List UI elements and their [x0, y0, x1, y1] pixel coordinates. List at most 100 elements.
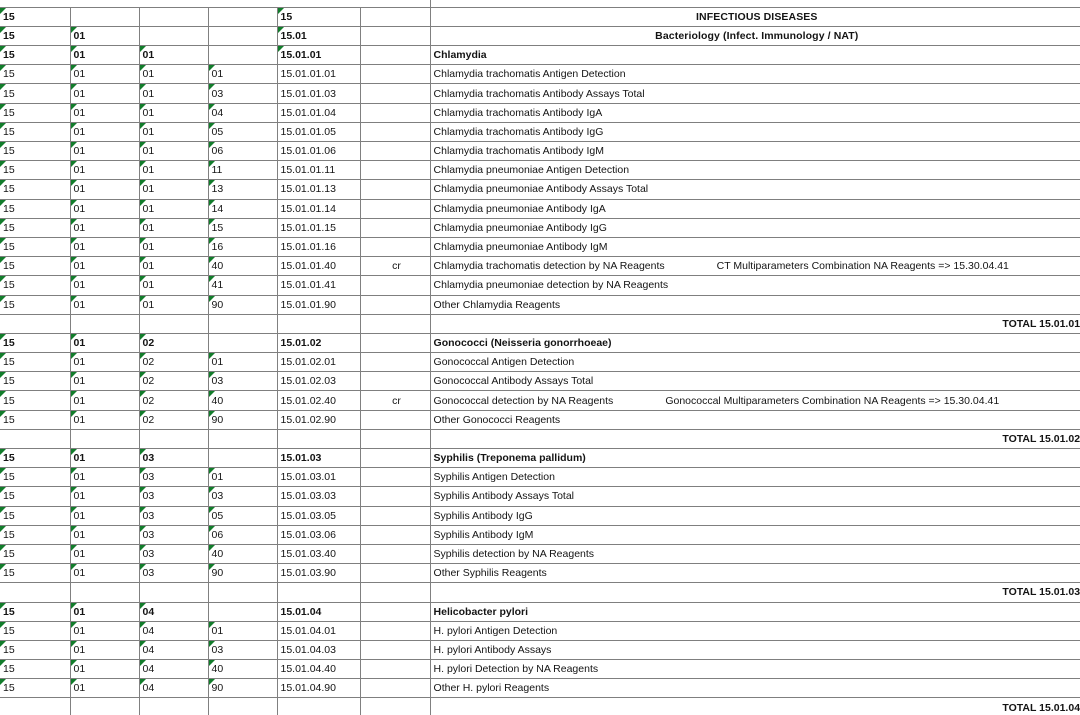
- cell-empty-3[interactable]: [139, 429, 209, 450]
- cell-full-code[interactable]: 15.01.02.90: [277, 410, 361, 430]
- cell-level3[interactable]: 02: [139, 333, 209, 354]
- cell-full-code[interactable]: 15.01.01.03: [277, 83, 361, 104]
- cell-level1[interactable]: 15: [0, 352, 71, 373]
- cell-level1[interactable]: 15: [0, 621, 71, 641]
- cell-level3[interactable]: [139, 7, 209, 27]
- cell-description[interactable]: Other H. pylori Reagents: [430, 678, 1080, 699]
- cell-full-code[interactable]: 15.01.03.01: [277, 467, 361, 488]
- cell-level4[interactable]: [208, 448, 278, 469]
- cell-level1[interactable]: 15: [0, 486, 71, 507]
- cell-level2[interactable]: 01: [70, 390, 140, 411]
- cell-level3[interactable]: 03: [139, 448, 209, 469]
- cell-level2[interactable]: 01: [70, 486, 140, 507]
- cell-level3[interactable]: 01: [139, 160, 209, 181]
- cell-level4[interactable]: 15: [208, 218, 278, 238]
- cell-description[interactable]: Syphilis (Treponema pallidum): [430, 448, 1080, 469]
- cell-description[interactable]: Chlamydia trachomatis Antigen Detection: [430, 64, 1080, 85]
- cell-level1[interactable]: [0, 0, 431, 8]
- cell-full-code[interactable]: 15.01.01.90: [277, 295, 361, 315]
- cell-empty-2[interactable]: [70, 697, 140, 715]
- cell-flag[interactable]: [360, 602, 431, 622]
- cell-flag[interactable]: [360, 295, 431, 315]
- cell-level3[interactable]: 01: [139, 45, 209, 66]
- cell-level4[interactable]: [208, 602, 278, 622]
- cell-empty-6[interactable]: [360, 582, 431, 603]
- cell-full-code[interactable]: 15.01.01.01: [277, 64, 361, 85]
- cell-level2[interactable]: 01: [70, 371, 140, 392]
- cell-description[interactable]: Other Chlamydia Reagents: [430, 295, 1080, 315]
- cell-flag[interactable]: [360, 659, 431, 680]
- cell-level1[interactable]: 15: [0, 448, 71, 469]
- cell-level2[interactable]: 01: [70, 199, 140, 219]
- cell-level4[interactable]: 13: [208, 179, 278, 200]
- cell-flag[interactable]: [360, 103, 431, 123]
- cell-level3[interactable]: 01: [139, 179, 209, 200]
- cell-level3[interactable]: 01: [139, 256, 209, 277]
- cell-flag[interactable]: [360, 141, 431, 162]
- cell-description[interactable]: Chlamydia pneumoniae Antibody IgA: [430, 199, 1080, 219]
- cell-full-code[interactable]: 15.01.04.90: [277, 678, 361, 699]
- cell-level1[interactable]: 15: [0, 218, 71, 238]
- document-title[interactable]: SAMPLE CONTAINERS SEROLOGICAL: [430, 0, 1080, 8]
- cell-description[interactable]: Syphilis Antigen Detection: [430, 467, 1080, 488]
- cell-level1[interactable]: 15: [0, 467, 71, 488]
- cell-description[interactable]: INFECTIOUS DISEASES: [430, 7, 1080, 27]
- cell-full-code[interactable]: 15.01.01.40: [277, 256, 361, 277]
- cell-full-code[interactable]: 15.01: [277, 26, 361, 47]
- cell-level1[interactable]: 15: [0, 544, 71, 565]
- cell-level1[interactable]: 15: [0, 199, 71, 219]
- cell-level1[interactable]: 15: [0, 83, 71, 104]
- cell-level1[interactable]: 15: [0, 7, 71, 27]
- cell-full-code[interactable]: 15.01.02.03: [277, 371, 361, 392]
- cell-level4[interactable]: 90: [208, 410, 278, 430]
- cell-level1[interactable]: 15: [0, 525, 71, 545]
- cell-level1[interactable]: 15: [0, 179, 71, 200]
- cell-level2[interactable]: 01: [70, 621, 140, 641]
- cell-description[interactable]: Chlamydia pneumoniae Antibody IgG: [430, 218, 1080, 238]
- cell-level3[interactable]: 03: [139, 563, 209, 584]
- cell-description[interactable]: Chlamydia pneumoniae Antibody IgM: [430, 237, 1080, 258]
- cell-level4[interactable]: [208, 45, 278, 66]
- cell-flag[interactable]: [360, 122, 431, 143]
- cell-level3[interactable]: 03: [139, 506, 209, 526]
- cell-level4[interactable]: 03: [208, 371, 278, 392]
- cell-level2[interactable]: 01: [70, 678, 140, 699]
- cell-level2[interactable]: 01: [70, 333, 140, 354]
- cell-full-code[interactable]: 15.01.01: [277, 45, 361, 66]
- cell-level4[interactable]: 14: [208, 199, 278, 219]
- cell-description[interactable]: Gonococcal detection by NA Reagents Gonoc…: [430, 390, 1080, 411]
- cell-level2[interactable]: 01: [70, 448, 140, 469]
- cell-full-code[interactable]: 15.01.03.06: [277, 525, 361, 545]
- cell-flag[interactable]: [360, 506, 431, 526]
- cell-level1[interactable]: 15: [0, 659, 71, 680]
- cell-description[interactable]: Chlamydia pneumoniae Antigen Detection: [430, 160, 1080, 181]
- cell-level3[interactable]: 04: [139, 659, 209, 680]
- cell-full-code[interactable]: 15.01.04.01: [277, 621, 361, 641]
- cell-empty-2[interactable]: [70, 314, 140, 334]
- cell-full-code[interactable]: 15: [277, 7, 361, 27]
- cell-flag[interactable]: cr: [360, 390, 431, 411]
- cell-level2[interactable]: 01: [70, 237, 140, 258]
- cell-level2[interactable]: 01: [70, 544, 140, 565]
- cell-description[interactable]: Gonococci (Neisseria gonorrhoeae): [430, 333, 1080, 354]
- cell-level4[interactable]: 03: [208, 83, 278, 104]
- cell-flag[interactable]: [360, 486, 431, 507]
- cell-description[interactable]: Chlamydia pneumoniae detection by NA Rea…: [430, 275, 1080, 296]
- cell-full-code[interactable]: 15.01.02.01: [277, 352, 361, 373]
- cell-level3[interactable]: 04: [139, 678, 209, 699]
- cell-level4[interactable]: 04: [208, 103, 278, 123]
- cell-level2[interactable]: 01: [70, 160, 140, 181]
- cell-level2[interactable]: 01: [70, 659, 140, 680]
- cell-level4[interactable]: 05: [208, 122, 278, 143]
- cell-level3[interactable]: 01: [139, 199, 209, 219]
- cell-flag[interactable]: [360, 333, 431, 354]
- cell-flag[interactable]: [360, 410, 431, 430]
- cell-flag[interactable]: [360, 678, 431, 699]
- cell-level3[interactable]: 03: [139, 486, 209, 507]
- cell-description[interactable]: Gonococcal Antigen Detection: [430, 352, 1080, 373]
- cell-empty-2[interactable]: [70, 429, 140, 450]
- cell-level4[interactable]: 03: [208, 486, 278, 507]
- cell-full-code[interactable]: 15.01.01.14: [277, 199, 361, 219]
- cell-empty-2[interactable]: [70, 582, 140, 603]
- cell-empty-6[interactable]: [360, 314, 431, 334]
